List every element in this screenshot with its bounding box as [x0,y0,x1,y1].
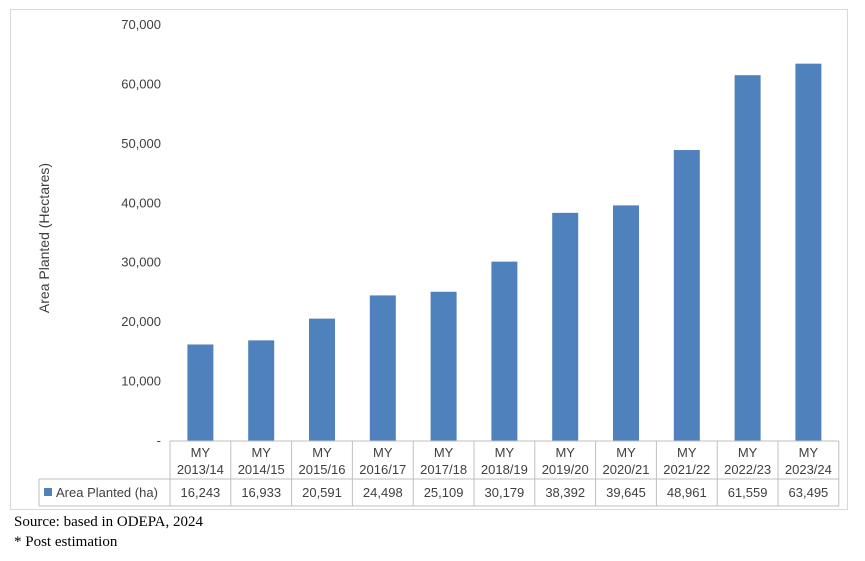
x-tick-label: 2023/24 [785,462,832,477]
y-tick-label: 30,000 [121,255,161,270]
x-tick-label: 2014/15 [238,462,285,477]
data-label: 25,109 [424,485,464,500]
x-tick-label: 2020/21 [603,462,650,477]
data-label: 20,591 [302,485,342,500]
bar [491,261,518,441]
data-label: 39,645 [606,485,646,500]
x-tick-label: MY [312,445,332,460]
bar [430,291,457,441]
data-label: 24,498 [363,485,403,500]
legend-swatch [44,488,52,496]
data-label: 16,933 [241,485,281,500]
bar [248,340,275,441]
y-tick-label: 60,000 [121,76,161,91]
data-label: 16,243 [181,485,221,500]
x-tick-label: MY [251,445,271,460]
data-label: 63,495 [789,485,829,500]
x-tick-label: MY [434,445,454,460]
bar [552,212,579,441]
y-tick-label: 10,000 [121,374,161,389]
x-tick-label: 2016/17 [359,462,406,477]
x-tick-label: 2021/22 [663,462,710,477]
chart-frame: - 10,000 20,000 30,000 40,000 50,000 60,000 70,… [10,9,848,510]
x-tick-label: MY [191,445,211,460]
x-tick-label: MY [373,445,393,460]
y-axis-label: Area Planted (Hectares) [36,163,52,313]
x-tick-label: 2019/20 [542,462,589,477]
x-tick-label: 2017/18 [420,462,467,477]
bar [369,295,396,441]
x-tick-label: 2015/16 [299,462,346,477]
data-label: 61,559 [728,485,768,500]
y-tick-label: 70,000 [121,17,161,32]
x-tick-label: MY [738,445,758,460]
bar [309,318,335,441]
legend-label: Area Planted (ha) [56,485,158,500]
data-label: 30,179 [485,485,525,500]
data-label: 38,392 [545,485,585,500]
x-tick-label: MY [799,445,819,460]
x-tick-label: MY [555,445,575,460]
y-tick-label: - [157,433,161,448]
x-tick-label: 2022/23 [724,462,771,477]
x-tick-label: 2018/19 [481,462,528,477]
x-tick-label: MY [495,445,515,460]
bar-chart: - 10,000 20,000 30,000 40,000 50,000 60,000 70,… [36,17,840,507]
y-tick-label: 40,000 [121,195,161,210]
data-label: 48,961 [667,485,707,500]
bar [673,150,700,441]
x-tick-label: MY [616,445,636,460]
bar [734,75,761,441]
x-tick-label: 2013/14 [177,462,224,477]
bar [795,63,822,441]
y-tick-label: 50,000 [121,136,161,151]
post-estimation-note: * Post estimation [14,534,118,550]
x-tick-label: MY [677,445,697,460]
bar [613,205,639,441]
source-note: Source: based in ODEPA, 2024 [14,514,204,530]
y-tick-label: 20,000 [121,314,161,329]
bar [187,344,214,441]
